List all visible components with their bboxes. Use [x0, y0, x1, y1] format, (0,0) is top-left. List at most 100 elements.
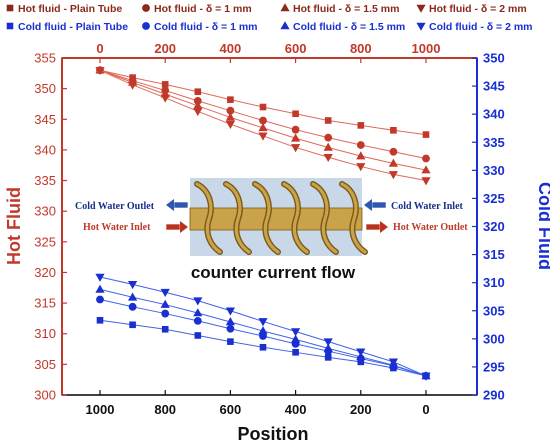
data-point: [193, 308, 203, 317]
legend-item: Cold fluid - δ = 1 mm: [142, 21, 258, 33]
data-point: [356, 348, 366, 357]
data-point: [292, 110, 299, 118]
helix-turn-highlight: [195, 182, 222, 254]
helix-turn-highlight: [224, 182, 251, 254]
x-bottom-tick-label: 800: [154, 402, 176, 417]
legend-marker-icon: [416, 4, 426, 13]
legend-marker-icon: [142, 22, 150, 30]
legend-marker-icon: [6, 4, 14, 12]
data-point: [225, 112, 235, 121]
y-axis-left-title: Hot Fluid: [4, 187, 24, 265]
data-point: [291, 125, 300, 134]
data-point: [389, 147, 398, 156]
data-point: [160, 299, 170, 308]
data-point: [291, 133, 301, 142]
data-point: [193, 316, 202, 325]
x-top-tick-label: 200: [154, 41, 176, 56]
data-point: [324, 354, 332, 361]
data-point: [95, 66, 105, 76]
y-left-tick-label: 350: [34, 81, 56, 96]
data-point: [388, 158, 398, 167]
legend-label: Cold fluid - δ = 2 mm: [429, 21, 533, 33]
x-bottom-tick-label: 1000: [86, 402, 115, 417]
data-point: [390, 127, 397, 134]
data-point: [226, 324, 235, 333]
legend-item: Hot fluid - δ = 1.5 mm: [280, 3, 399, 15]
legend-item: Cold fluid - δ = 1.5 mm: [280, 21, 405, 33]
data-point: [421, 177, 431, 186]
legend-item: Hot fluid - δ = 2 mm: [416, 3, 527, 15]
y-right-tick-label: 325: [483, 191, 505, 206]
data-point: [323, 338, 333, 347]
data-point: [258, 326, 268, 335]
legend-marker-icon: [142, 4, 150, 12]
data-point: [95, 273, 105, 282]
x-bottom-tick-label: 600: [220, 402, 242, 417]
cold-inlet-arrow-icon: [364, 199, 387, 211]
data-point: [194, 88, 202, 95]
data-point: [193, 108, 203, 117]
data-point: [193, 96, 202, 105]
data-point: [128, 302, 137, 311]
data-point: [95, 284, 105, 293]
legend-label: Cold fluid - Plain Tube: [18, 21, 128, 33]
hot-outlet-arrow-icon: [365, 221, 388, 233]
data-point: [128, 281, 138, 290]
heat-exchanger-inset: counter current flow Cold Water Outlet C…: [75, 178, 468, 286]
data-point: [128, 292, 138, 301]
data-point: [422, 131, 430, 138]
legend-label: Cold fluid - δ = 1 mm: [154, 21, 258, 33]
data-point: [291, 144, 301, 153]
x-axis-title: Position: [238, 424, 309, 444]
y-left-tick-label: 305: [34, 357, 56, 372]
helix-turn-highlight: [282, 182, 309, 254]
y-left-tick-label: 320: [34, 265, 56, 280]
series-line: [99, 69, 427, 159]
data-point: [161, 309, 170, 318]
x-bottom-tick-label: 400: [285, 402, 307, 417]
y-left-tick-label: 340: [34, 142, 56, 157]
y-right-tick-label: 335: [483, 135, 505, 150]
data-point: [258, 132, 268, 141]
hot-water-outlet-label: Hot Water Outlet: [393, 222, 468, 233]
y-right-tick-label: 350: [483, 51, 505, 66]
data-point: [227, 338, 234, 345]
inset-caption: counter current flow: [191, 263, 356, 282]
data-point: [324, 133, 333, 142]
data-point: [161, 81, 169, 88]
y-right-tick-label: 295: [483, 359, 505, 374]
helix-turn-highlight: [253, 182, 280, 254]
data-point: [258, 318, 268, 327]
y-right-tick-label: 320: [483, 219, 505, 234]
data-point: [160, 94, 170, 103]
inset-inner-tube: [189, 207, 363, 231]
series-hot-triangle-down: [95, 66, 431, 186]
x-top-tick-label: 0: [96, 41, 103, 56]
data-point: [259, 343, 267, 351]
data-point: [356, 151, 366, 160]
data-point: [259, 103, 267, 111]
data-point: [227, 96, 234, 103]
data-point: [161, 325, 169, 333]
x-top-tick-label: 800: [350, 41, 372, 56]
axis-ticks: 300 305 310 315 320 325 330 335 340 345 350 355 290 2…: [34, 41, 504, 417]
data-point: [292, 349, 299, 356]
data-point: [128, 81, 138, 90]
y-right-tick-label: 340: [483, 107, 505, 122]
y-left-tick-label: 300: [34, 388, 56, 403]
series-layer: [95, 65, 431, 381]
data-point: [323, 142, 333, 151]
y-right-tick-label: 345: [483, 79, 505, 94]
data-point: [356, 163, 366, 172]
series-cold-circle: [96, 295, 430, 380]
data-point: [160, 288, 170, 298]
x-top-tick-label: 600: [285, 41, 307, 56]
data-point: [225, 317, 235, 326]
legend-item: Cold fluid - δ = 2 mm: [416, 21, 533, 33]
y-axis-right-title: Cold Fluid: [535, 182, 550, 270]
legend-marker-icon: [280, 3, 290, 12]
y-right-tick-label: 300: [483, 331, 505, 346]
hot-water-inlet-label: Hot Water Inlet: [83, 222, 151, 233]
data-point: [356, 141, 365, 149]
